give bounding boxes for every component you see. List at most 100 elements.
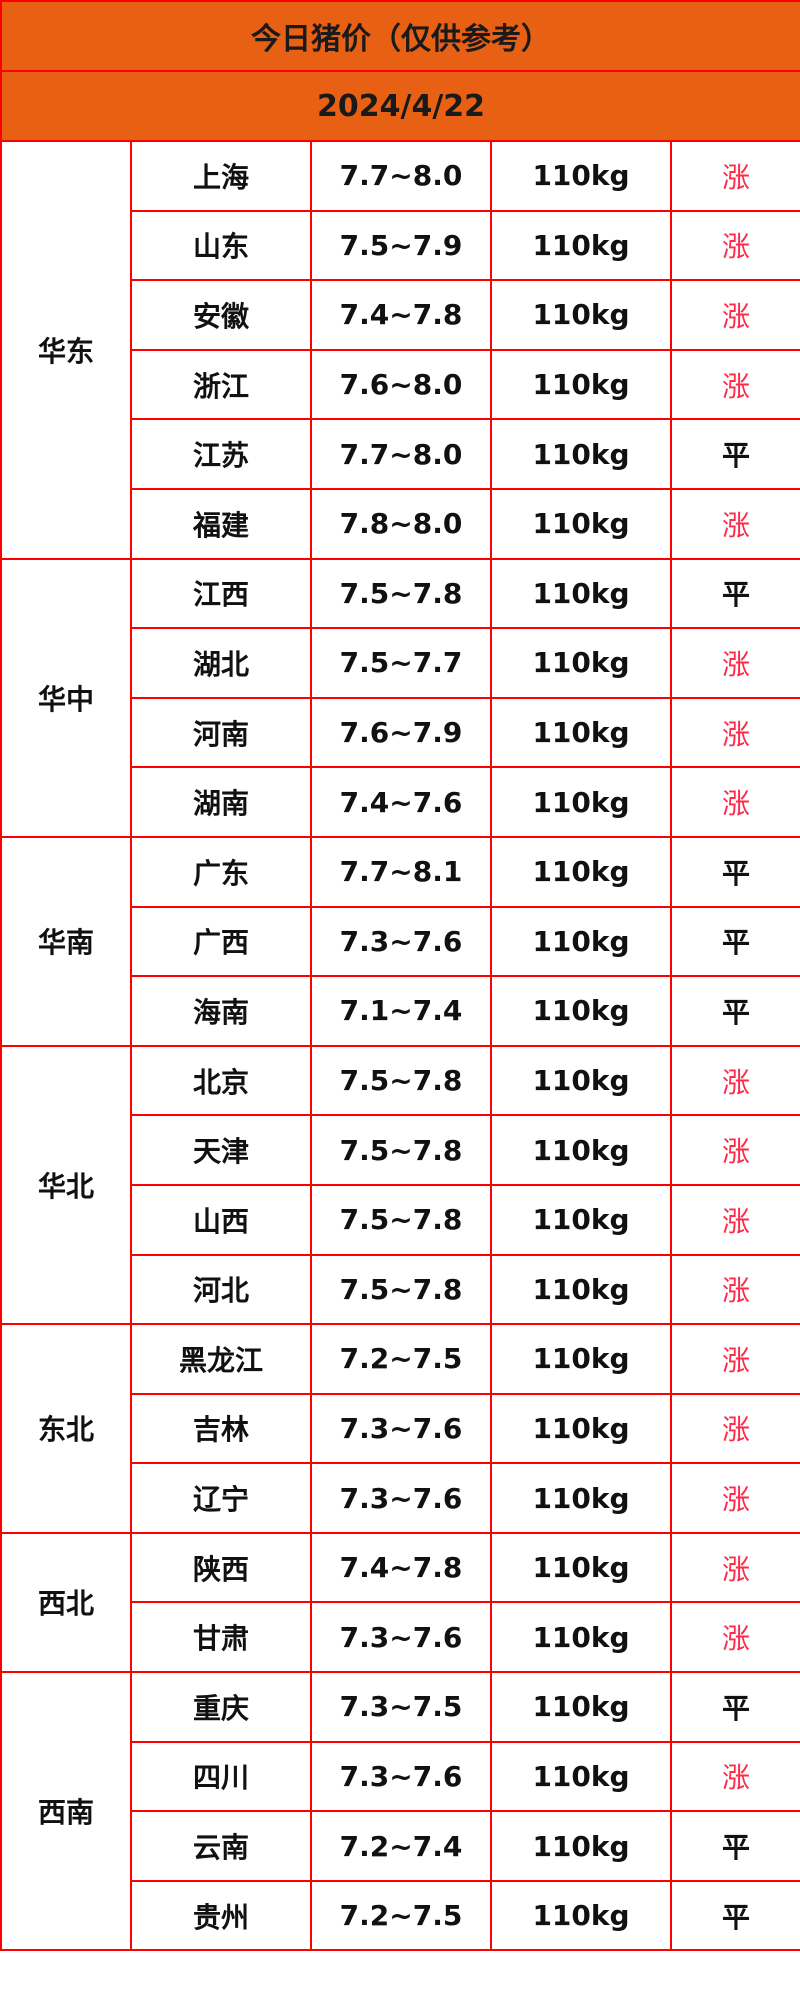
price-cell: 7.4~7.8: [310, 279, 492, 351]
region-cell: 东北: [0, 1323, 132, 1534]
weight-cell: 110kg: [490, 418, 672, 490]
province-cell: 山东: [130, 209, 312, 282]
price-cell: 7.3~7.6: [310, 905, 492, 978]
weight-cell: 110kg: [490, 1601, 672, 1674]
price-cell: 7.5~7.7: [310, 627, 492, 699]
province-cell: 安徽: [130, 279, 312, 351]
price-cell: 7.5~7.8: [310, 1044, 492, 1117]
weight-cell: 110kg: [490, 1671, 672, 1743]
weight-cell: 110kg: [490, 627, 672, 699]
trend-cell: 涨: [669, 1462, 800, 1534]
table-row: 广西 7.3~7.6 110kg 平: [1, 905, 800, 978]
province-cell: 福建: [130, 487, 312, 560]
table-row: 山东 7.5~7.9 110kg 涨: [1, 209, 800, 282]
province-cell: 贵州: [130, 1879, 312, 1952]
trend-cell: 涨: [669, 348, 800, 421]
province-cell: 海南: [130, 975, 312, 1047]
trend-cell: 涨: [669, 1044, 800, 1117]
trend-cell: 平: [669, 557, 800, 630]
price-cell: 7.6~8.0: [310, 348, 492, 421]
price-cell: 7.5~7.8: [310, 1114, 492, 1186]
price-cell: 7.1~7.4: [310, 975, 492, 1047]
province-cell: 陕西: [130, 1531, 312, 1604]
price-cell: 7.8~8.0: [310, 487, 492, 560]
table-row: 西北 陕西 7.4~7.8 110kg 涨: [0, 1531, 800, 1674]
trend-cell: 涨: [669, 696, 800, 769]
price-cell: 7.7~8.1: [310, 835, 492, 908]
trend-cell: 涨: [669, 279, 800, 351]
province-cell: 甘肃: [130, 1601, 312, 1674]
price-cell: 7.5~7.8: [310, 1183, 492, 1256]
weight-cell: 110kg: [490, 279, 672, 351]
province-cell: 四川: [130, 1740, 312, 1813]
region-cell: 西北: [0, 1531, 132, 1674]
table-row: 华东 上海 7.7~8.0 110kg 涨: [0, 140, 800, 560]
table-row: 四川 7.3~7.6 110kg 涨: [1, 1740, 800, 1813]
trend-cell: 涨: [669, 1392, 800, 1465]
trend-cell: 涨: [669, 1253, 800, 1326]
price-cell: 7.2~7.5: [310, 1323, 492, 1395]
table-date: 2024/4/22: [0, 70, 800, 142]
province-cell: 重庆: [130, 1671, 312, 1743]
province-cell: 吉林: [130, 1392, 312, 1465]
trend-cell: 涨: [669, 1323, 800, 1395]
weight-cell: 110kg: [490, 905, 672, 978]
weight-cell: 110kg: [490, 766, 672, 838]
table-row: 云南 7.2~7.4 110kg 平: [1, 1810, 800, 1882]
table-row: 甘肃 7.3~7.6 110kg 涨: [1, 1601, 800, 1674]
weight-cell: 110kg: [490, 696, 672, 769]
province-cell: 河北: [130, 1253, 312, 1326]
weight-cell: 110kg: [490, 1531, 672, 1604]
region-cell: 华中: [0, 557, 132, 838]
table-row: 安徽 7.4~7.8 110kg 涨: [1, 279, 800, 351]
province-cell: 辽宁: [130, 1462, 312, 1534]
weight-cell: 110kg: [490, 1462, 672, 1534]
trend-cell: 涨: [669, 1114, 800, 1186]
table-row: 河北 7.5~7.8 110kg 涨: [1, 1253, 800, 1326]
price-cell: 7.3~7.6: [310, 1462, 492, 1534]
price-cell: 7.4~7.6: [310, 766, 492, 838]
table-row: 华中 江西 7.5~7.8 110kg 平: [0, 557, 800, 838]
trend-cell: 涨: [669, 1183, 800, 1256]
weight-cell: 110kg: [490, 1740, 672, 1813]
weight-cell: 110kg: [490, 209, 672, 282]
region-cell: 西南: [0, 1671, 132, 1952]
table-row: 湖北 7.5~7.7 110kg 涨: [1, 627, 800, 699]
trend-cell: 涨: [669, 1531, 800, 1604]
table-title: 今日猪价（仅供参考）: [0, 0, 800, 72]
weight-cell: 110kg: [490, 348, 672, 421]
weight-cell: 110kg: [490, 1044, 672, 1117]
region-cell: 华东: [0, 140, 132, 560]
weight-cell: 110kg: [490, 1253, 672, 1326]
table-row: 江苏 7.7~8.0 110kg 平: [1, 418, 800, 490]
province-cell: 湖北: [130, 627, 312, 699]
trend-cell: 涨: [669, 140, 800, 212]
table-row: 福建 7.8~8.0 110kg 涨: [1, 487, 800, 560]
province-cell: 黑龙江: [130, 1323, 312, 1395]
table-row: 浙江 7.6~8.0 110kg 涨: [1, 348, 800, 421]
weight-cell: 110kg: [490, 835, 672, 908]
province-cell: 云南: [130, 1810, 312, 1882]
table-row: 吉林 7.3~7.6 110kg 涨: [1, 1392, 800, 1465]
trend-cell: 涨: [669, 1601, 800, 1674]
weight-cell: 110kg: [490, 140, 672, 212]
weight-cell: 110kg: [490, 557, 672, 630]
table-row: 河南 7.6~7.9 110kg 涨: [1, 696, 800, 769]
price-cell: 7.5~7.9: [310, 209, 492, 282]
trend-cell: 涨: [669, 209, 800, 282]
weight-cell: 110kg: [490, 1114, 672, 1186]
table-row: 天津 7.5~7.8 110kg 涨: [1, 1114, 800, 1186]
weight-cell: 110kg: [490, 487, 672, 560]
price-cell: 7.3~7.6: [310, 1740, 492, 1813]
trend-cell: 平: [669, 1671, 800, 1743]
pig-price-table: 今日猪价（仅供参考） 2024/4/22 华东 上海 7.7~8.0 110kg 涨山东…: [0, 0, 800, 1952]
weight-cell: 110kg: [490, 1879, 672, 1952]
price-cell: 7.2~7.4: [310, 1810, 492, 1882]
price-cell: 7.7~8.0: [310, 140, 492, 212]
price-cell: 7.3~7.6: [310, 1392, 492, 1465]
trend-cell: 平: [669, 975, 800, 1047]
trend-cell: 平: [669, 905, 800, 978]
table-row: 湖南 7.4~7.6 110kg 涨: [1, 766, 800, 838]
weight-cell: 110kg: [490, 1392, 672, 1465]
province-cell: 江苏: [130, 418, 312, 490]
